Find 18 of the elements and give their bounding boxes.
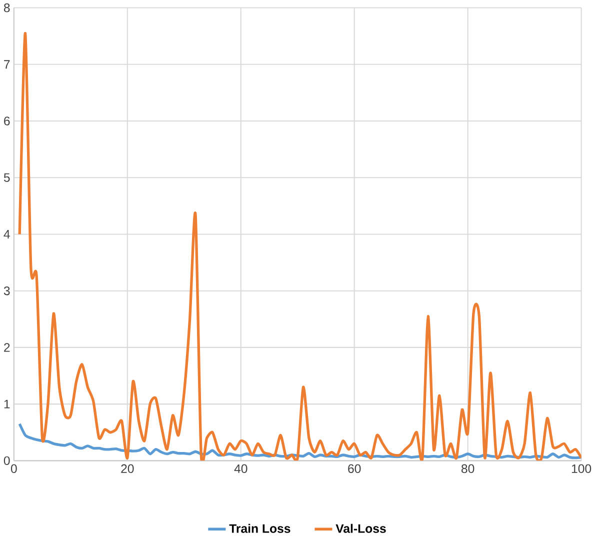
y-tick-label: 0 [4,456,10,465]
legend-label: Train Loss [229,524,290,533]
line-series [18,32,582,460]
y-tick-label: 6 [4,116,10,126]
x-tick-label: 80 [461,464,474,473]
x-tick-label: 0 [10,464,17,473]
y-tick-label: 3 [4,286,10,295]
y-tick-label: 5 [4,173,10,182]
x-tick-label: 100 [572,464,592,473]
x-tick-label: 40 [234,464,248,473]
y-tick-label: 7 [4,60,10,68]
y-tick-label: 2 [4,342,10,352]
y-tick-label: 8 [4,3,10,12]
y-tick-label: 4 [4,230,10,238]
legend-label: Val-Loss [336,524,386,533]
y-tick-label: 1 [4,400,10,408]
x-tick-label: 60 [348,464,361,473]
x-tick-label: 20 [121,464,134,473]
